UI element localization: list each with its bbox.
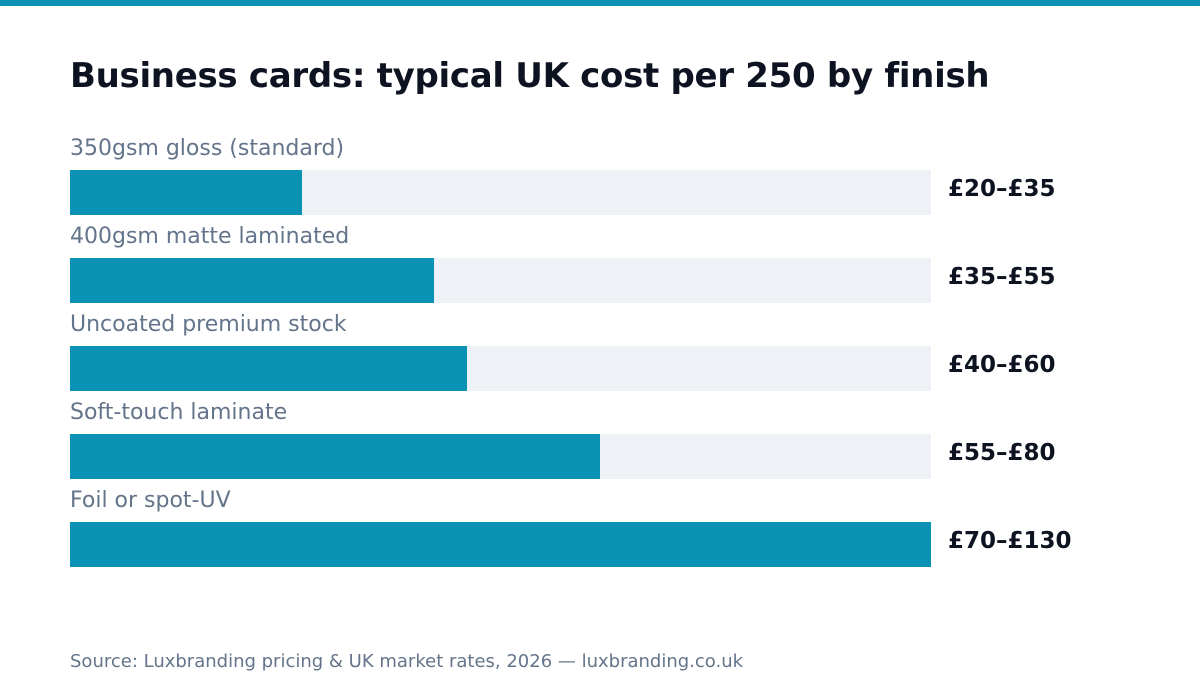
bar [70,434,600,479]
bar-row: Soft-touch laminate £55–£80 [70,400,1130,488]
category-label: Foil or spot-UV [70,488,231,513]
top-accent-bar [0,0,1200,6]
bar-track [70,522,931,567]
bar [70,346,467,391]
value-label: £55–£80 [948,440,1056,466]
category-label: 350gsm gloss (standard) [70,136,345,161]
bar-row: 350gsm gloss (standard) £20–£35 [70,136,1130,224]
bar-row: Uncoated premium stock £40–£60 [70,312,1130,400]
bar [70,170,302,215]
value-label: £20–£35 [948,176,1056,202]
bar-track [70,434,931,479]
chart-title: Business cards: typical UK cost per 250 … [70,56,990,96]
bar [70,522,931,567]
bar-rows: 350gsm gloss (standard) £20–£35 400gsm m… [70,136,1130,576]
category-label: Soft-touch laminate [70,400,288,425]
bar-track [70,170,931,215]
bar [70,258,434,303]
value-label: £40–£60 [948,352,1056,378]
category-label: Uncoated premium stock [70,312,347,337]
bar-row: 400gsm matte laminated £35–£55 [70,224,1130,312]
value-label: £35–£55 [948,264,1056,290]
bar-track [70,346,931,391]
value-label: £70–£130 [948,528,1072,554]
bar-track [70,258,931,303]
source-note: Source: Luxbranding pricing & UK market … [70,651,744,672]
bar-row: Foil or spot-UV £70–£130 [70,488,1130,576]
category-label: 400gsm matte laminated [70,224,350,249]
